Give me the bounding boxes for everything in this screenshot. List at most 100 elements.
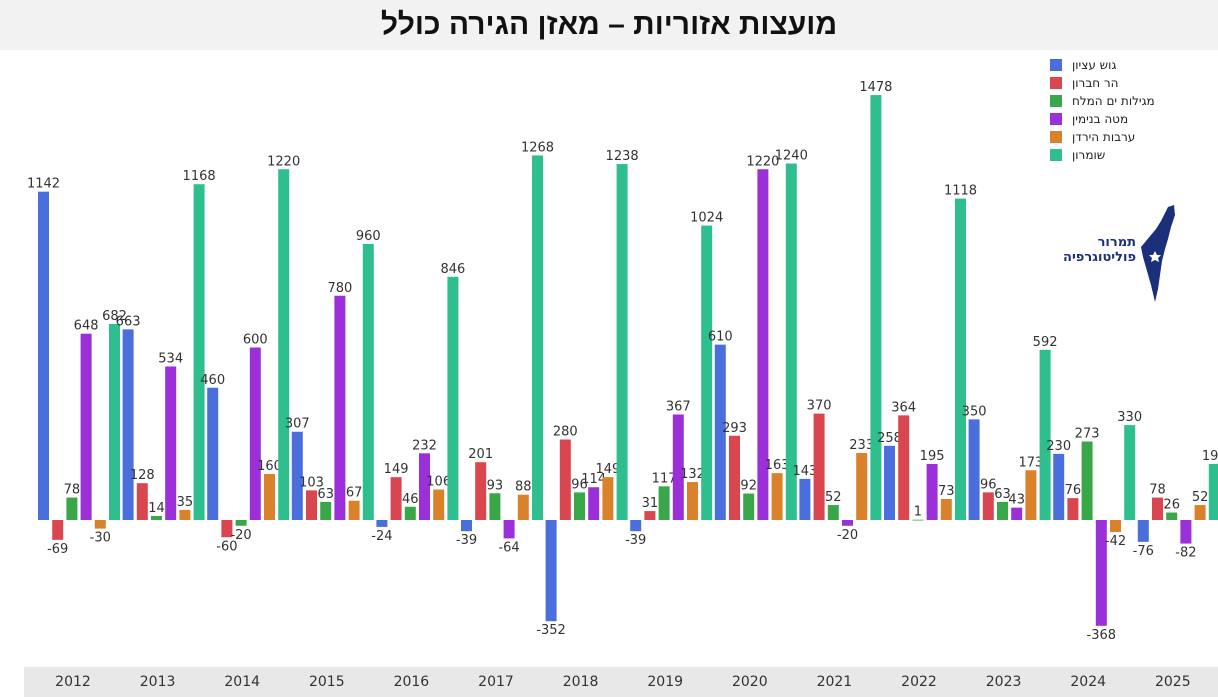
data-label-2014-0: 460 (200, 373, 225, 388)
title-bar: מועצות אזוריות – מאזן הגירה כולל (0, 0, 1218, 50)
bar-2023-3 (1011, 507, 1023, 520)
data-label-2024-3: -368 (1087, 628, 1117, 643)
bar-2012-0 (38, 191, 49, 521)
bar-2021-5 (870, 95, 882, 520)
legend-swatch (1050, 131, 1062, 143)
data-label-2025-4: 52 (1192, 490, 1209, 505)
bar-2025-4 (1194, 505, 1206, 520)
legend-label: מגילות ים המלח (1072, 94, 1155, 108)
bar-2016-4 (433, 489, 445, 520)
bar-2023-5 (1039, 349, 1051, 520)
legend-swatch (1050, 77, 1062, 89)
brand-text: תמרור פוליטוגרפיה (1030, 235, 1136, 265)
x-tick-label-2012: 2012 (55, 674, 91, 690)
bar-2016-5 (447, 276, 459, 520)
data-label-2014-4: 160 (257, 459, 282, 474)
data-label-2022-5: 1118 (944, 184, 977, 199)
x-tick-label-2022: 2022 (901, 674, 937, 690)
bar-2018-5 (616, 164, 628, 520)
data-label-2025-1: 78 (1149, 483, 1166, 498)
data-label-2017-1: 201 (468, 447, 493, 462)
data-label-2023-4: 173 (1018, 455, 1043, 470)
data-label-2025-5: 195 (1202, 449, 1218, 464)
bar-2017-1 (475, 462, 487, 520)
bar-2014-3 (249, 347, 261, 520)
bar-2015-4 (348, 500, 360, 520)
data-label-2017-4: 88 (515, 480, 532, 495)
data-label-2022-2: 1 (914, 505, 922, 520)
data-label-2023-3: 43 (1008, 493, 1025, 508)
data-label-2014-3: 600 (243, 333, 268, 348)
brand-line1: תמרור (1097, 235, 1136, 250)
legend-label: שומרון (1072, 148, 1106, 162)
bar-2018-2 (574, 492, 585, 520)
legend-swatch (1050, 149, 1062, 161)
bar-2022-0 (884, 445, 895, 520)
data-label-2019-3: 367 (666, 399, 691, 414)
legend-item-1: הר חברון (1050, 74, 1155, 92)
bar-2024-2 (1081, 441, 1093, 520)
bar-2014-1 (221, 520, 233, 538)
data-label-2022-4: 73 (938, 484, 955, 499)
bar-2019-2 (658, 486, 670, 520)
data-label-2022-0: 258 (877, 431, 902, 446)
data-label-2015-3: 780 (327, 281, 352, 296)
bar-2016-3 (419, 453, 430, 520)
legend-label: מטה בנימין (1072, 112, 1129, 126)
data-label-2021-1: 370 (807, 399, 832, 414)
data-label-2012-1: -69 (47, 542, 68, 557)
bar-2018-4 (602, 477, 614, 520)
legend-swatch (1050, 95, 1062, 107)
bar-2013-2 (151, 515, 162, 520)
data-label-2015-0: 307 (285, 417, 310, 432)
x-tick-label-2014: 2014 (224, 674, 260, 690)
x-tick-label-2013: 2013 (140, 674, 176, 690)
bar-2020-1 (729, 435, 740, 520)
bar-2014-0 (207, 387, 219, 520)
data-label-2020-0: 610 (708, 330, 733, 345)
x-tick-label-2021: 2021 (817, 674, 853, 690)
data-label-2022-3: 195 (920, 449, 945, 464)
bar-2024-3 (1095, 520, 1107, 626)
bar-2021-1 (813, 413, 825, 520)
bar-2022-4 (940, 499, 952, 520)
legend-item-0: גוש עציון (1050, 56, 1155, 74)
bar-2022-1 (898, 415, 910, 520)
data-label-2013-5: 1168 (183, 169, 216, 184)
data-label-2021-5: 1478 (859, 80, 892, 95)
bar-2024-5 (1124, 425, 1136, 520)
data-label-2016-0: -24 (371, 529, 392, 544)
bar-2023-0 (968, 419, 980, 520)
bar-2022-2 (912, 519, 924, 521)
bar-2016-1 (390, 477, 402, 520)
bar-2015-0 (291, 431, 303, 520)
data-label-2018-3: 114 (581, 472, 606, 487)
legend-item-3: מטה בנימין (1050, 110, 1155, 128)
x-tick-label-2025: 2025 (1155, 674, 1191, 690)
data-label-2017-5: 1268 (521, 140, 554, 155)
data-label-2024-1: 76 (1065, 483, 1082, 498)
bar-2020-0 (714, 344, 726, 520)
data-label-2024-5: 330 (1117, 410, 1142, 425)
bar-2018-0 (545, 520, 557, 622)
data-label-2025-0: -76 (1133, 544, 1154, 559)
data-label-2013-0: 663 (116, 314, 141, 329)
bar-2012-5 (109, 323, 120, 520)
data-label-2014-5: 1220 (267, 154, 300, 169)
data-label-2014-1: -60 (216, 539, 237, 554)
data-label-2013-4: 35 (177, 495, 194, 510)
data-label-2012-2: 78 (64, 483, 81, 498)
bar-2021-4 (856, 453, 868, 520)
data-label-2018-4: 149 (595, 462, 620, 477)
legend-swatch (1050, 59, 1062, 71)
bar-2021-3 (842, 520, 853, 526)
x-tick-label-2017: 2017 (478, 674, 514, 690)
data-label-2014-2: -20 (230, 528, 251, 543)
bar-2020-3 (757, 169, 769, 520)
bar-2014-2 (235, 520, 247, 526)
data-label-2016-3: 232 (412, 438, 437, 453)
x-tick-label-2016: 2016 (394, 674, 430, 690)
data-label-2017-2: 93 (487, 478, 504, 493)
data-label-2023-2: 63 (994, 487, 1011, 502)
bar-2025-3 (1180, 520, 1192, 544)
